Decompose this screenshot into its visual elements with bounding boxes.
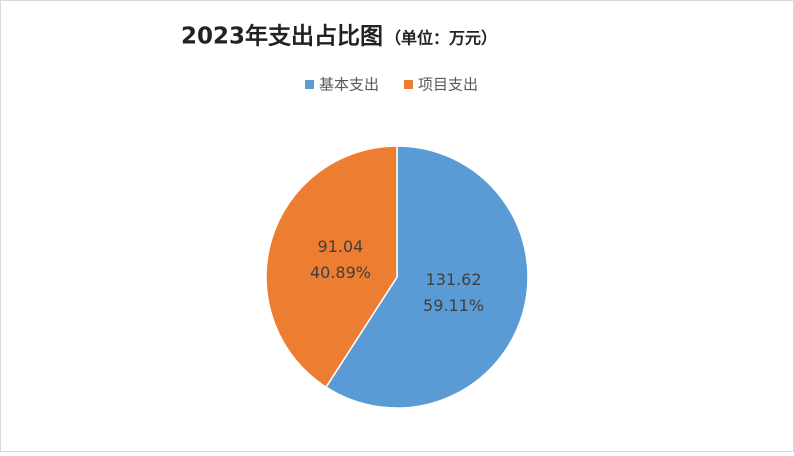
pie-slice <box>265 145 398 389</box>
legend-swatch <box>404 80 413 89</box>
value-label: 131.62 <box>426 270 482 289</box>
value-label: 91.04 <box>318 237 364 256</box>
percent-label: 40.89% <box>310 263 371 282</box>
legend-label: 项目支出 <box>418 76 478 94</box>
chart-unit: （单位：万元） <box>385 29 497 48</box>
legend-swatch <box>305 80 314 89</box>
percent-label: 59.11% <box>423 296 484 315</box>
legend-label: 基本支出 <box>319 76 379 94</box>
chart-title: 2023年支出占比图 <box>181 23 383 50</box>
pie-slice <box>324 145 529 409</box>
